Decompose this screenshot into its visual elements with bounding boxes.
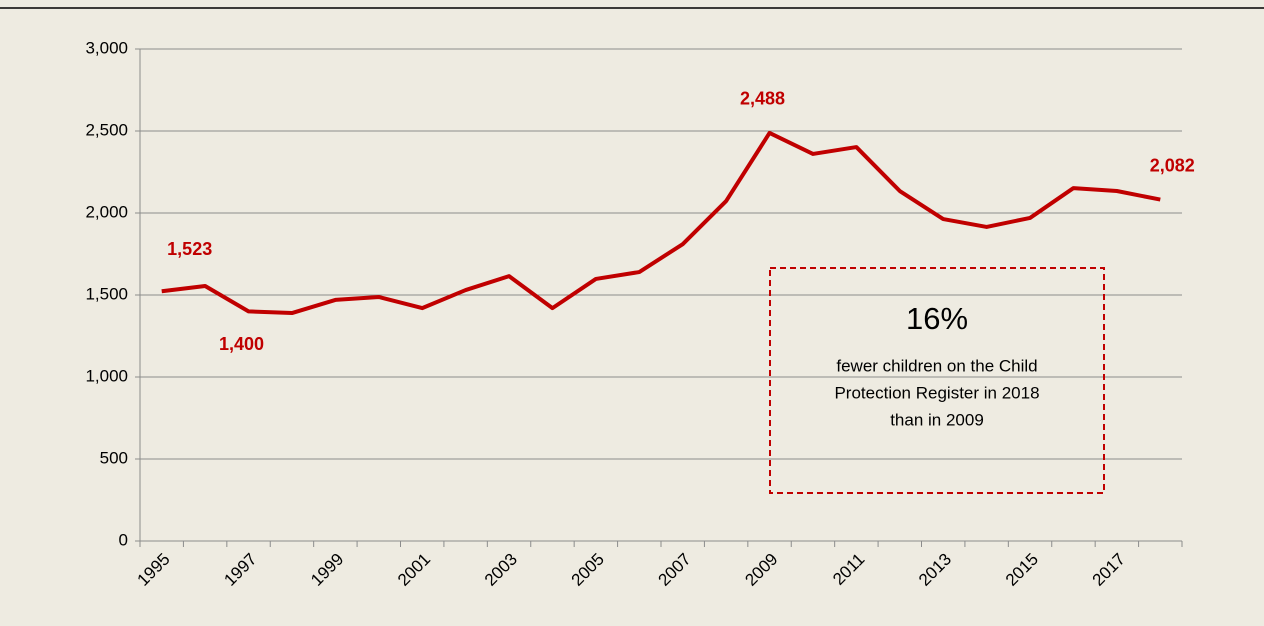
annotation-headline: 16%: [906, 301, 968, 336]
y-tick-label: 0: [119, 530, 128, 549]
data-label: 2,488: [740, 89, 785, 109]
y-tick-label: 500: [100, 448, 128, 467]
y-tick-label: 3,000: [85, 38, 128, 57]
annotation-line: Protection Register in 2018: [834, 383, 1039, 402]
data-label: 1,523: [167, 239, 212, 259]
y-tick-label: 2,500: [85, 120, 128, 139]
y-tick-label: 1,000: [85, 366, 128, 385]
annotation-line: fewer children on the Child: [836, 356, 1037, 375]
data-label: 1,400: [219, 334, 264, 354]
annotation-box: [769, 267, 1105, 494]
annotation-line: than in 2009: [890, 410, 984, 429]
y-tick-label: 2,000: [85, 202, 128, 221]
data-line: [161, 130, 1161, 316]
y-tick-label: 1,500: [85, 284, 128, 303]
data-label: 2,082: [1150, 155, 1195, 175]
